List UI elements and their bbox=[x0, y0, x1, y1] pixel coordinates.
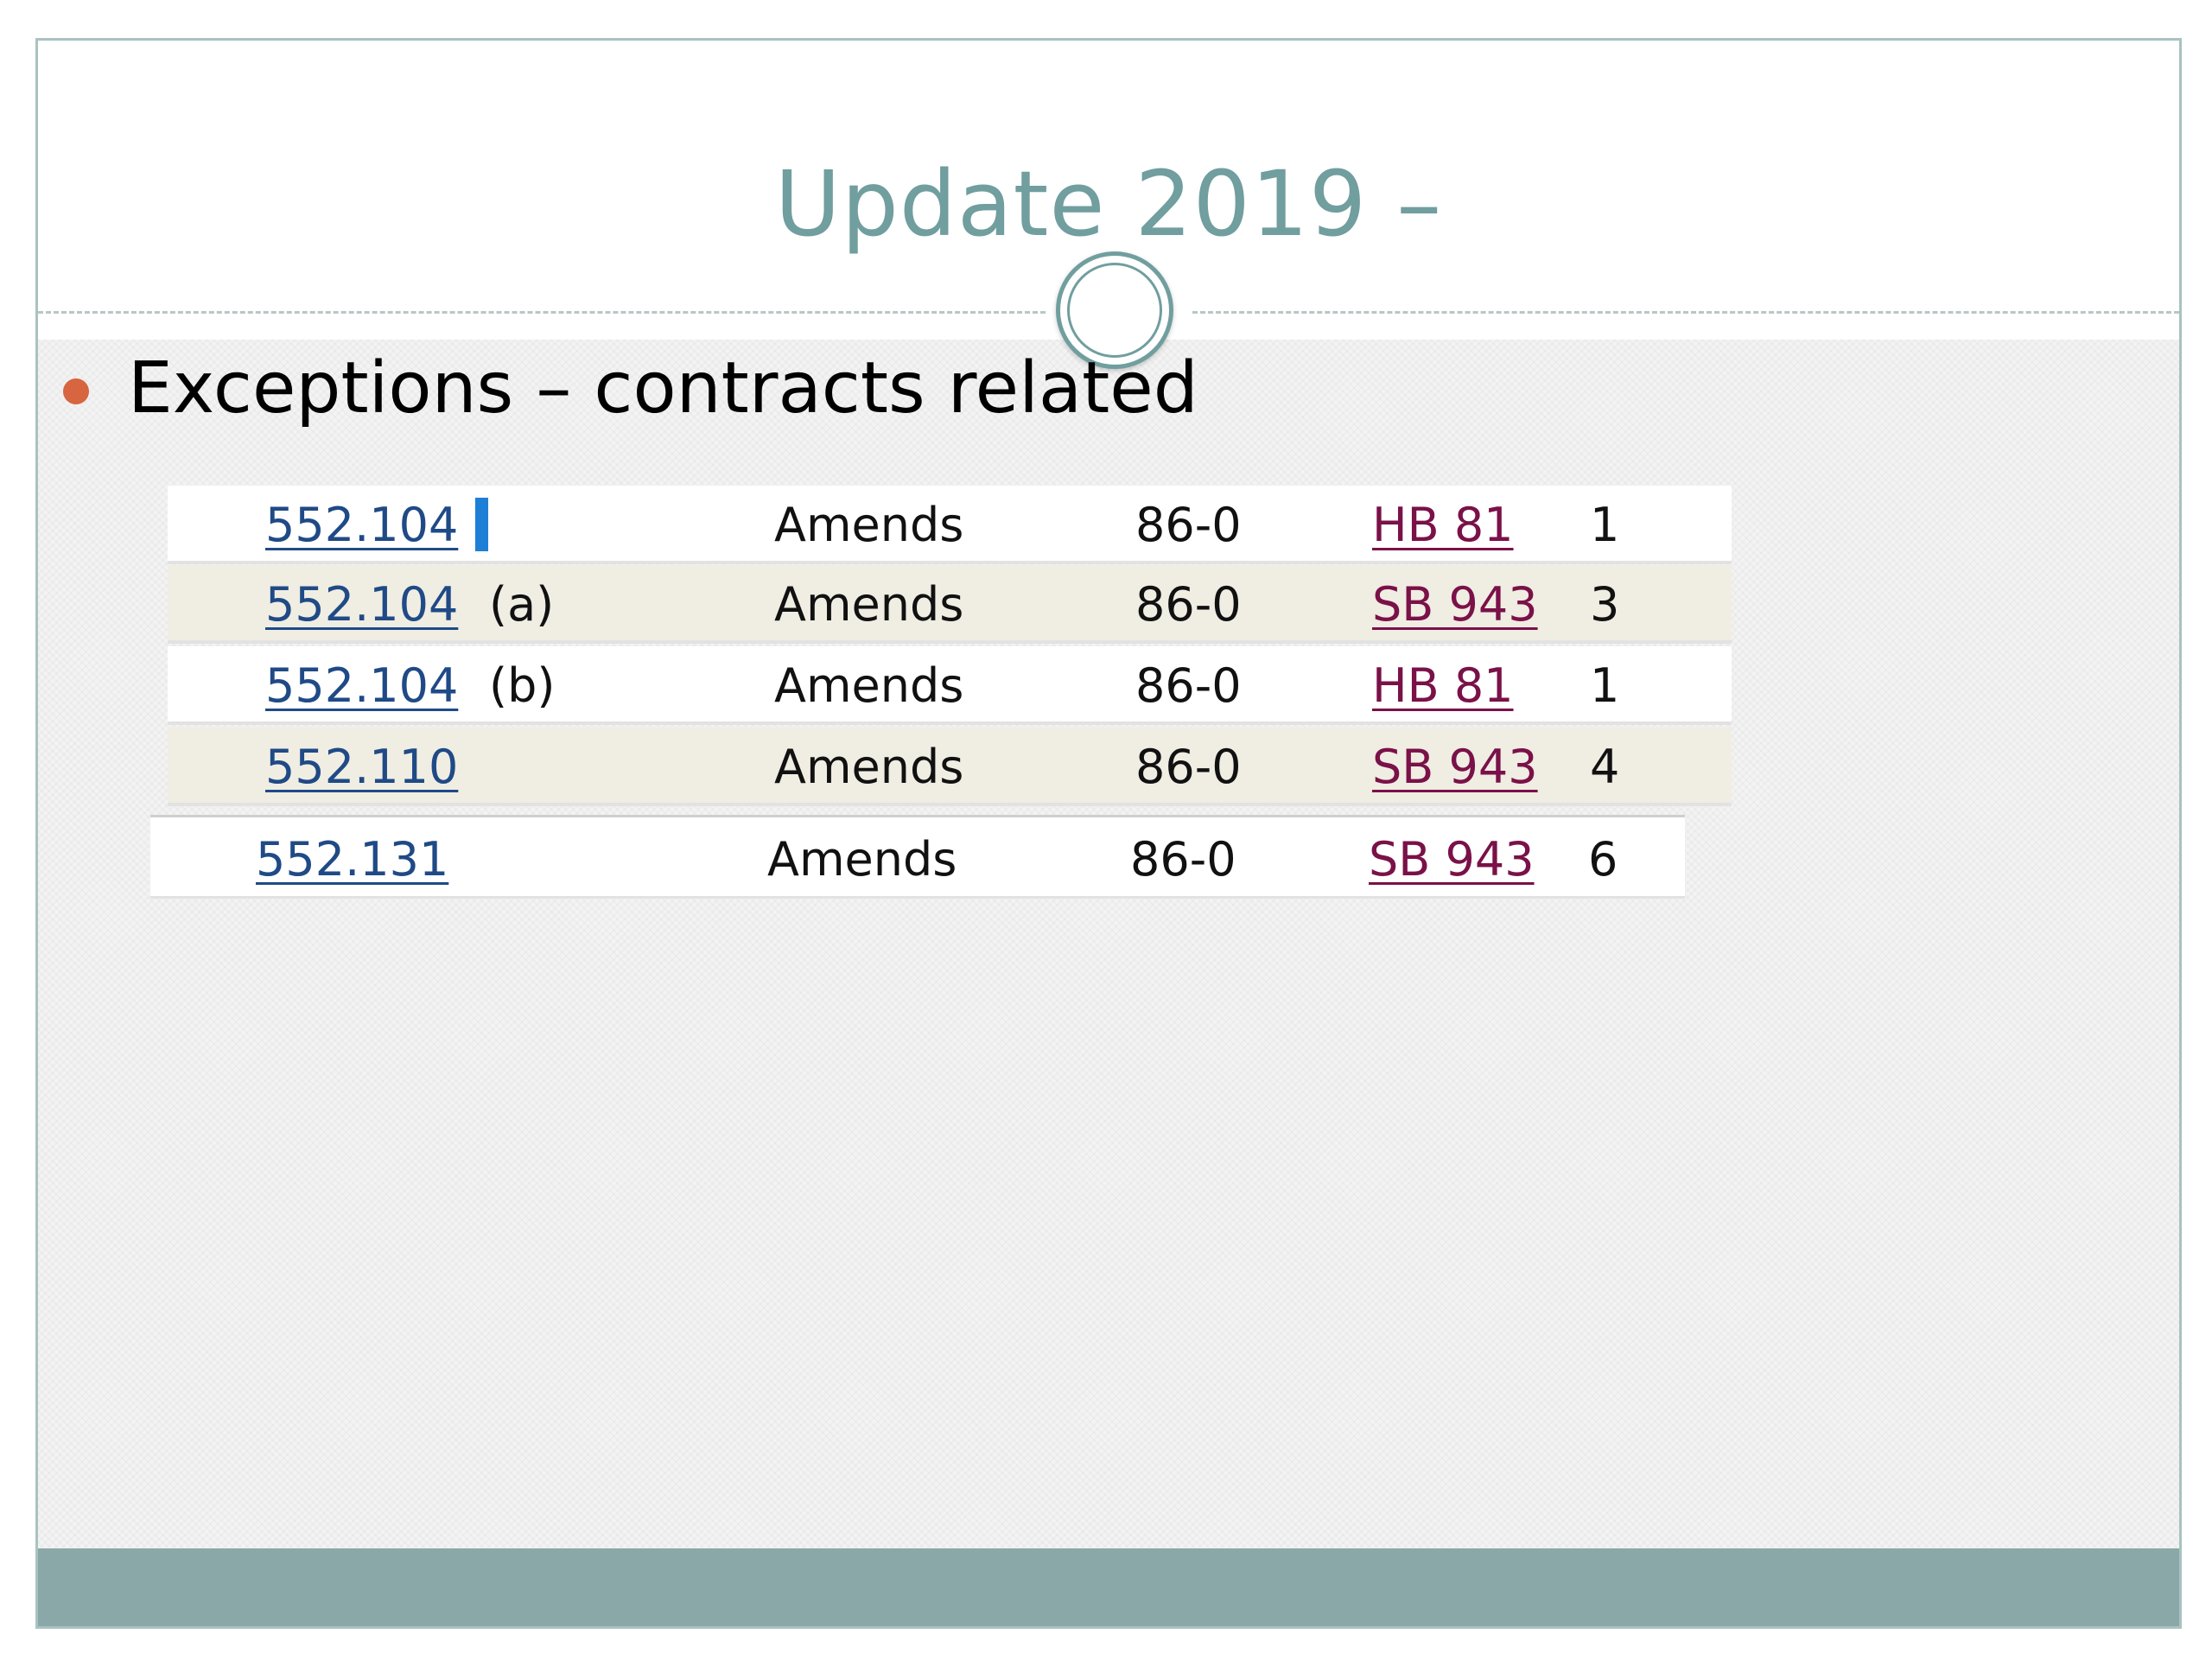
count-cell: 1 bbox=[1590, 658, 1620, 713]
count-cell: 6 bbox=[1588, 832, 1618, 887]
action-cell: Amends bbox=[774, 740, 964, 794]
action-cell: Amends bbox=[774, 658, 964, 713]
text-cursor-marker bbox=[475, 498, 488, 551]
table-row: 552.104 Amends 86-0 HB 81 1 bbox=[168, 486, 1732, 564]
section-link[interactable]: 552.131 bbox=[256, 832, 449, 887]
divider-ring-inner bbox=[1067, 263, 1162, 358]
vote-cell: 86-0 bbox=[1135, 740, 1242, 794]
bill-link[interactable]: HB 81 bbox=[1372, 658, 1514, 713]
bill-link[interactable]: SB 943 bbox=[1369, 832, 1535, 887]
section-link[interactable]: 552.104 bbox=[265, 577, 459, 632]
footer-bar bbox=[38, 1548, 2179, 1626]
action-cell: Amends bbox=[774, 498, 964, 552]
bullet-text: Exceptions – contracts related bbox=[128, 347, 1198, 429]
vote-cell: 86-0 bbox=[1135, 498, 1242, 552]
vote-cell: 86-0 bbox=[1130, 832, 1236, 887]
table-row: 552.110 Amends 86-0 SB 943 4 bbox=[168, 728, 1732, 806]
bullet-icon bbox=[63, 378, 89, 404]
vote-cell: 86-0 bbox=[1135, 577, 1242, 632]
subsection-cell: (a) bbox=[489, 577, 555, 632]
section-link[interactable]: 552.104 bbox=[265, 658, 459, 713]
section-link[interactable]: 552.110 bbox=[265, 740, 459, 794]
bill-link[interactable]: SB 943 bbox=[1372, 577, 1538, 632]
count-cell: 4 bbox=[1590, 740, 1620, 794]
count-cell: 3 bbox=[1590, 577, 1620, 632]
divider-ring-icon bbox=[1056, 251, 1173, 369]
slide-title: Update 2019 – bbox=[774, 151, 1443, 257]
subsection-cell: (b) bbox=[489, 658, 556, 713]
section-link[interactable]: 552.104 bbox=[265, 498, 459, 552]
vote-cell: 86-0 bbox=[1135, 658, 1242, 713]
title-divider-right bbox=[1192, 311, 2179, 314]
table-row: 552.131 Amends 86-0 SB 943 6 bbox=[150, 815, 1685, 899]
action-cell: Amends bbox=[767, 832, 957, 887]
table-row: 552.104 (a) Amends 86-0 SB 943 3 bbox=[168, 565, 1732, 644]
bill-link[interactable]: HB 81 bbox=[1372, 498, 1514, 552]
bill-link[interactable]: SB 943 bbox=[1372, 740, 1538, 794]
title-divider-left bbox=[38, 311, 1046, 314]
count-cell: 1 bbox=[1590, 498, 1620, 552]
table-row: 552.104 (b) Amends 86-0 HB 81 1 bbox=[168, 646, 1732, 725]
action-cell: Amends bbox=[774, 577, 964, 632]
